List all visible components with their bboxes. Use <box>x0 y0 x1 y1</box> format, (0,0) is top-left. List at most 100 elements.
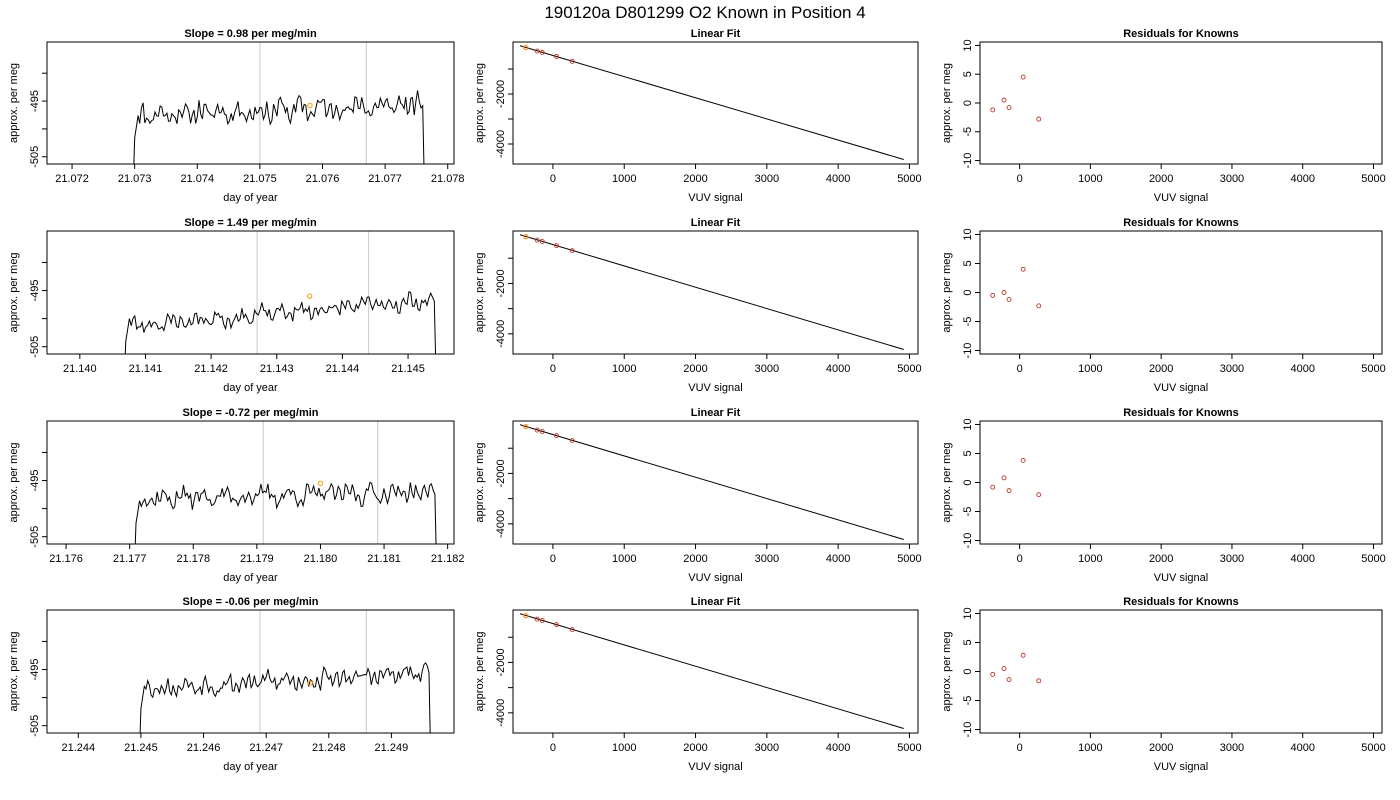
x-axis-label: day of year <box>223 572 278 584</box>
plot-frame <box>512 41 919 165</box>
fit-line <box>519 613 904 729</box>
x-tick-label: 21.143 <box>260 363 294 375</box>
panel-r4-fit: Linear Fit 0 1000 2000 3000 4000 5000 -2000 -400… <box>474 596 922 773</box>
y-tick-label: -5 <box>962 127 974 137</box>
y-tick-label: -495 <box>29 280 41 302</box>
data-point <box>1001 290 1007 295</box>
x-tick-label: 21.178 <box>176 553 210 565</box>
y-tick-label: 5 <box>962 260 974 266</box>
data-point <box>534 616 540 622</box>
plot-frame <box>46 230 455 355</box>
panel-r1-resid: Residuals for Knowns 0 1000 2000 3000 4000 500… <box>941 28 1386 204</box>
x-tick-label: 2000 <box>683 553 707 565</box>
y-tick-label: -5 <box>962 696 974 706</box>
panel-title: Linear Fit <box>691 596 741 608</box>
panel-title: Linear Fit <box>691 217 741 229</box>
y-axis-label: approx. per meg <box>941 63 953 143</box>
x-tick-label: 5000 <box>1361 553 1385 565</box>
y-axis-label: approx. per meg <box>941 631 953 711</box>
x-tick-label: 3000 <box>1220 173 1244 185</box>
data-point <box>554 243 559 249</box>
x-tick-label: 3000 <box>755 173 779 185</box>
x-tick-label: 21.181 <box>367 553 401 565</box>
x-tick-label: 21.176 <box>49 553 83 565</box>
x-tick-label: 1000 <box>612 742 636 754</box>
y-tick-label: 5 <box>962 639 974 645</box>
y-axis-label: approx. per meg <box>474 252 486 332</box>
x-tick-label: 21.177 <box>113 553 147 565</box>
x-tick-label: 3000 <box>755 553 779 565</box>
y-tick-label: 5 <box>962 71 974 77</box>
data-point <box>569 438 575 444</box>
x-tick-label: 4000 <box>826 363 850 375</box>
x-tick-label: 0 <box>1017 173 1023 185</box>
panel-content <box>519 423 904 540</box>
x-tick-label: 21.141 <box>129 363 163 375</box>
x-axis-label: VUV signal <box>1154 572 1208 584</box>
panel-content <box>519 233 904 350</box>
y-axis-label: approx. per meg <box>474 63 486 143</box>
x-tick-label: 21.072 <box>55 173 89 185</box>
x-tick-label: 2000 <box>1149 553 1173 565</box>
plot-frame <box>979 41 1383 165</box>
data-point <box>1036 678 1042 684</box>
time-series-line <box>134 481 437 544</box>
x-tick-label: 4000 <box>1290 363 1314 375</box>
x-tick-label: 2000 <box>683 173 707 185</box>
x-tick-label: 4000 <box>1290 173 1314 185</box>
data-point <box>534 48 540 54</box>
x-axis-label: day of year <box>223 382 278 394</box>
x-axis-label: VUV signal <box>688 382 742 394</box>
y-axis-label: approx. per meg <box>941 442 953 522</box>
x-tick-label: 3000 <box>755 363 779 375</box>
data-point <box>534 427 540 433</box>
panel-r1-time: Slope = 0.98 per meg/min 21.072 21.073 21.0… <box>8 28 465 204</box>
x-tick-label: 5000 <box>1361 173 1385 185</box>
x-tick-label: 21.074 <box>180 173 214 185</box>
plot-frame <box>46 420 455 545</box>
x-tick-label: 21.248 <box>312 742 346 754</box>
x-axis-label: VUV signal <box>1154 382 1208 394</box>
x-tick-label: 21.073 <box>118 173 152 185</box>
data-point <box>1020 652 1026 658</box>
x-axis-label: day of year <box>223 192 278 204</box>
x-tick-label: 21.245 <box>124 742 158 754</box>
data-point <box>1020 266 1026 272</box>
x-tick-label: 0 <box>1017 553 1023 565</box>
x-tick-label: 21.140 <box>63 363 97 375</box>
x-tick-label: 2000 <box>1149 742 1173 754</box>
x-tick-label: 2000 <box>1149 173 1173 185</box>
y-tick-label: 10 <box>962 39 974 51</box>
plot-frame <box>46 609 455 734</box>
y-tick-label: -10 <box>962 533 974 549</box>
x-tick-label: 3000 <box>1220 363 1244 375</box>
y-tick-label: -505 <box>29 146 41 168</box>
x-tick-label: 1000 <box>612 553 636 565</box>
data-point <box>1001 666 1007 672</box>
plot-frame <box>512 230 919 355</box>
y-tick-label: -505 <box>29 526 41 548</box>
data-point <box>1036 303 1042 309</box>
y-tick-label: 5 <box>962 450 974 456</box>
x-tick-label: 21.076 <box>306 173 340 185</box>
x-tick-label: 0 <box>550 553 556 565</box>
y-axis-label: approx. per meg <box>474 442 486 522</box>
x-tick-label: 21.246 <box>187 742 221 754</box>
y-axis-label: approx. per meg <box>8 63 20 143</box>
highlight-point <box>523 44 529 51</box>
y-axis-label: approx. per meg <box>8 252 20 332</box>
x-tick-label: 0 <box>550 363 556 375</box>
panel-content <box>139 610 431 733</box>
x-tick-label: 21.142 <box>194 363 228 375</box>
x-tick-label: 1000 <box>1078 553 1102 565</box>
panel-r2-resid: Residuals for Knowns 0 1000 2000 3000 4000 500… <box>941 217 1386 394</box>
y-tick-label: -4000 <box>495 320 507 348</box>
figure-title: 190120a D801299 O2 Known in Position 4 <box>544 3 865 22</box>
panel-title: Residuals for Knowns <box>1123 407 1239 419</box>
x-tick-label: 5000 <box>897 363 921 375</box>
panel-title: Residuals for Knowns <box>1123 596 1239 608</box>
panel-title: Slope = -0.72 per meg/min <box>182 407 318 419</box>
y-tick-label: -5 <box>962 507 974 517</box>
panel-title: Residuals for Knowns <box>1123 28 1239 40</box>
panel-content <box>990 652 1042 684</box>
